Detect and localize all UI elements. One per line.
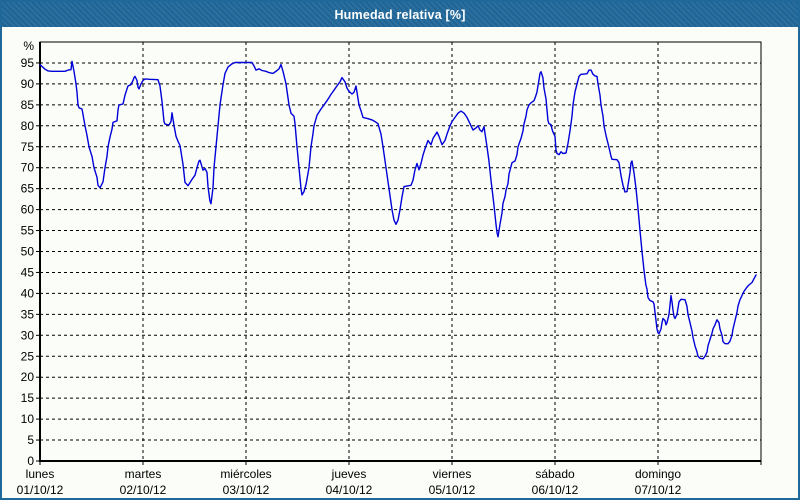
x-date-label: 01/10/12 bbox=[17, 483, 64, 497]
y-tick-label: 25 bbox=[21, 349, 35, 363]
y-tick-label: 50 bbox=[21, 245, 35, 259]
x-day-label: viernes bbox=[433, 467, 472, 481]
y-tick-label: 65 bbox=[21, 182, 35, 196]
x-date-label: 07/10/12 bbox=[635, 483, 682, 497]
y-tick-label: 15 bbox=[21, 391, 35, 405]
y-tick-label: 70 bbox=[21, 161, 35, 175]
y-axis-unit-label: % bbox=[23, 39, 34, 53]
x-date-label: 02/10/12 bbox=[120, 483, 167, 497]
y-tick-label: 30 bbox=[21, 328, 35, 342]
x-date-label: 06/10/12 bbox=[532, 483, 579, 497]
y-tick-label: 45 bbox=[21, 265, 35, 279]
y-tick-label: 80 bbox=[21, 119, 35, 133]
y-tick-label: 55 bbox=[21, 224, 35, 238]
x-day-label: miércoles bbox=[220, 467, 271, 481]
y-tick-label: 0 bbox=[27, 454, 34, 468]
x-date-label: 03/10/12 bbox=[223, 483, 270, 497]
x-day-label: jueves bbox=[331, 467, 367, 481]
humidity-line-series bbox=[39, 60, 757, 360]
y-tick-label: 20 bbox=[21, 370, 35, 384]
y-tick-label: 60 bbox=[21, 203, 35, 217]
y-tick-label: 95 bbox=[21, 56, 35, 70]
x-day-label: martes bbox=[125, 467, 162, 481]
x-date-label: 05/10/12 bbox=[429, 483, 476, 497]
x-day-label: domingo bbox=[635, 467, 681, 481]
title-bar: Humedad relativa [%] bbox=[2, 2, 798, 27]
x-day-label: sábado bbox=[535, 467, 575, 481]
y-tick-label: 10 bbox=[21, 412, 35, 426]
x-date-label: 04/10/12 bbox=[326, 483, 373, 497]
y-tick-label: 85 bbox=[21, 98, 35, 112]
x-day-label: lunes bbox=[26, 467, 55, 481]
y-tick-label: 5 bbox=[27, 433, 34, 447]
y-tick-label: 40 bbox=[21, 286, 35, 300]
y-tick-label: 75 bbox=[21, 140, 35, 154]
y-tick-label: 35 bbox=[21, 307, 35, 321]
y-tick-label: 90 bbox=[21, 77, 35, 91]
chart-canvas: 0 5 10 15 20 25 30 35 40 45 50 55 60 65 70 75 80 85 90 95% l… bbox=[17, 39, 762, 497]
chart-title: Humedad relativa [%] bbox=[334, 7, 466, 22]
